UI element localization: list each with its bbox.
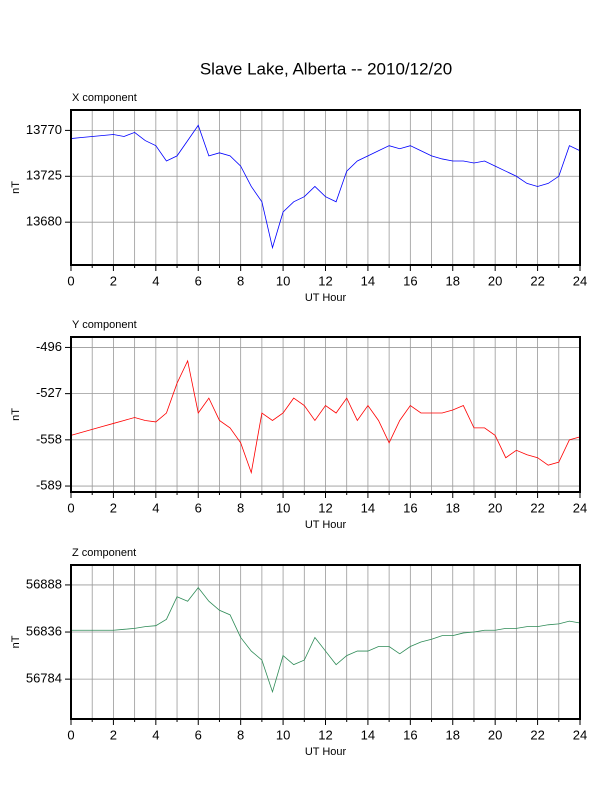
- x-tick-label: 14: [361, 273, 375, 288]
- x-axis-label: UT Hour: [305, 292, 347, 304]
- y-tick-label: 56784: [26, 671, 62, 686]
- y-tick-label: -496: [36, 339, 62, 354]
- x-tick-label: 18: [446, 500, 460, 515]
- panel-title: X component: [72, 92, 137, 104]
- panel-title: Y component: [72, 319, 137, 331]
- y-tick-label: -527: [36, 385, 62, 400]
- x-tick-label: 0: [67, 273, 74, 288]
- x-axis-label: UT Hour: [305, 519, 347, 531]
- x-tick-label: 16: [403, 500, 417, 515]
- x-tick-label: 12: [318, 273, 332, 288]
- x-tick-label: 14: [361, 500, 375, 515]
- y-axis-label: nT: [10, 635, 22, 648]
- y-tick-label: 13725: [26, 168, 62, 183]
- y-axis-label: nT: [10, 408, 22, 421]
- x-tick-label: 0: [67, 500, 74, 515]
- x-tick-label: 0: [67, 727, 74, 742]
- data-line: [70, 359, 581, 475]
- data-line: [71, 586, 581, 694]
- x-tick-label: 6: [195, 500, 202, 515]
- x-tick-label: 24: [573, 273, 587, 288]
- x-tick-label: 22: [530, 727, 544, 742]
- x-tick-label: 16: [403, 727, 417, 742]
- y-tick-label: 56888: [26, 576, 62, 591]
- x-tick-label: 10: [276, 500, 290, 515]
- x-tick-label: 8: [237, 727, 244, 742]
- x-tick-label: 8: [237, 500, 244, 515]
- plot-frame: [70, 109, 581, 266]
- y-axis-label: nT: [10, 181, 22, 194]
- y-tick-label: 13680: [26, 214, 62, 229]
- x-tick-label: 8: [237, 273, 244, 288]
- x-tick-label: 4: [152, 500, 159, 515]
- x-tick-label: 20: [488, 500, 502, 515]
- x-tick-label: 6: [195, 727, 202, 742]
- y-tick-label: 56836: [26, 623, 62, 638]
- x-tick-label: 10: [276, 273, 290, 288]
- plot-frame: [70, 336, 581, 493]
- panel-title: Z component: [72, 547, 136, 559]
- x-tick-label: 18: [446, 273, 460, 288]
- x-tick-label: 24: [573, 500, 587, 515]
- x-axis-label: UT Hour: [305, 746, 347, 758]
- plot-frame: [70, 564, 581, 720]
- x-tick-label: 16: [403, 273, 417, 288]
- x-tick-label: 20: [488, 273, 502, 288]
- x-tick-label: 2: [110, 273, 117, 288]
- y-tick-label: 13770: [26, 122, 62, 137]
- x-tick-label: 12: [318, 727, 332, 742]
- x-tick-label: 12: [318, 500, 332, 515]
- x-tick-label: 4: [152, 273, 159, 288]
- x-tick-label: 22: [530, 273, 544, 288]
- x-tick-label: 10: [276, 727, 290, 742]
- x-tick-label: 18: [446, 727, 460, 742]
- x-tick-label: 6: [195, 273, 202, 288]
- x-tick-label: 20: [488, 727, 502, 742]
- x-tick-label: 2: [110, 727, 117, 742]
- y-tick-label: -589: [36, 477, 62, 492]
- x-tick-label: 22: [530, 500, 544, 515]
- y-tick-label: -558: [36, 431, 62, 446]
- x-tick-label: 4: [152, 727, 159, 742]
- data-line: [70, 124, 581, 250]
- page-title: Slave Lake, Alberta -- 2010/12/20: [200, 59, 452, 78]
- x-tick-label: 14: [361, 727, 375, 742]
- x-tick-label: 24: [573, 727, 587, 742]
- x-tick-label: 2: [110, 500, 117, 515]
